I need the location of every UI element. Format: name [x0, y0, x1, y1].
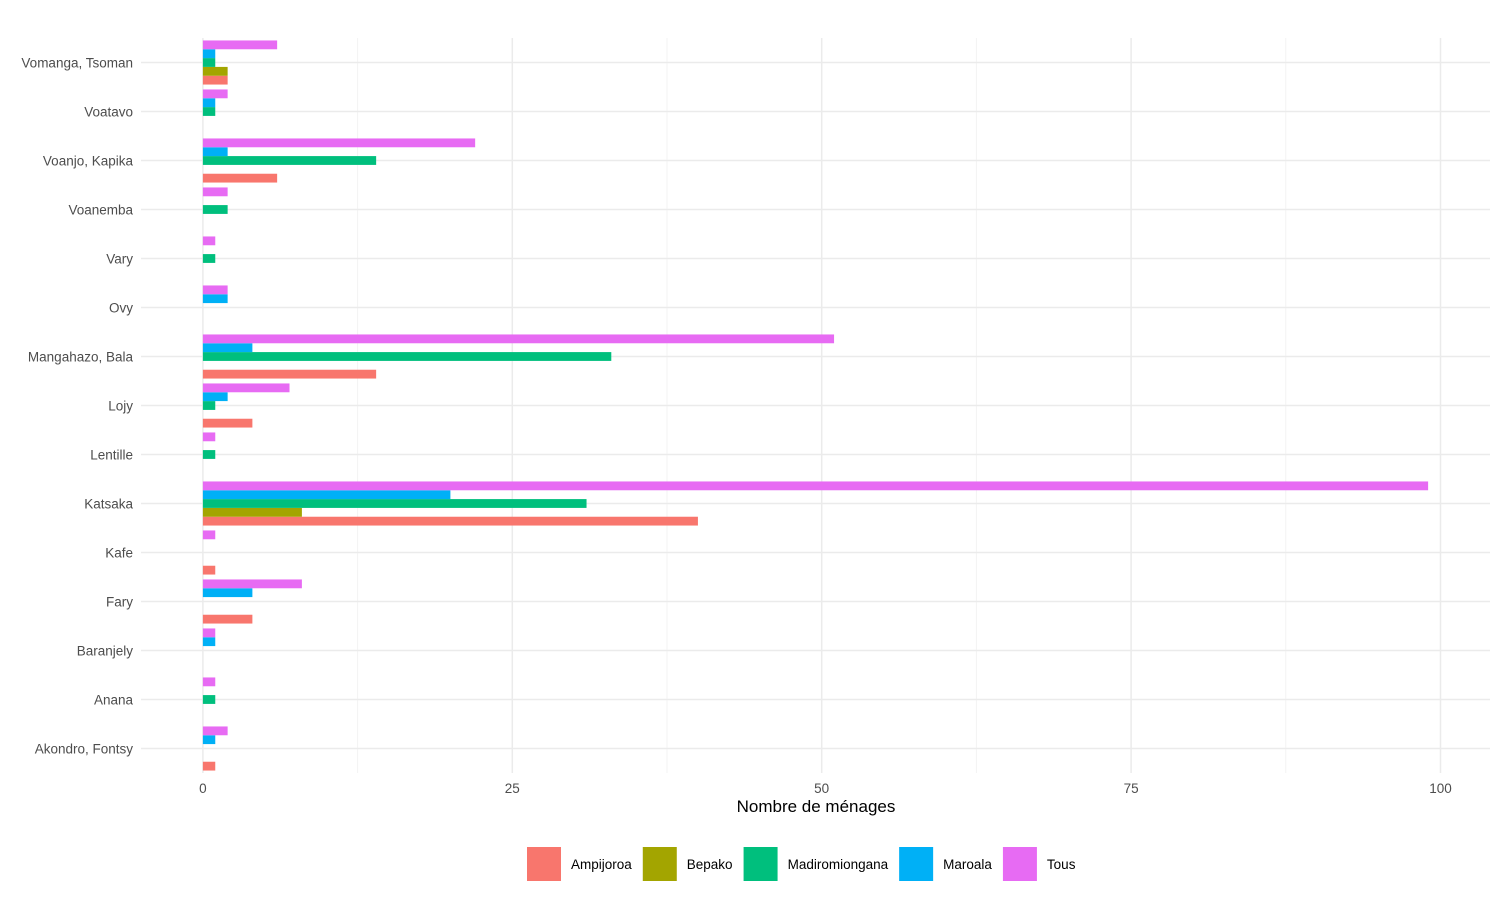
bar-ampijoroa [202, 516, 698, 526]
grid [141, 38, 1490, 773]
bar-tous [202, 530, 216, 540]
y-tick-label: Lojy [108, 399, 133, 414]
x-tick-label: 0 [199, 781, 207, 796]
y-tick-label: Vary [106, 252, 133, 267]
bar-tous [202, 334, 835, 344]
bar-tous [202, 138, 476, 148]
bar-tous [202, 40, 278, 50]
bar-ampijoroa [202, 761, 216, 771]
legend-item: Ampijoroa [527, 847, 632, 881]
bar-madiromiongana [202, 401, 216, 410]
bar-maroala [202, 49, 216, 59]
bar-madiromiongana [202, 695, 216, 704]
bar-madiromiongana [202, 450, 216, 459]
y-tick-label: Ovy [109, 301, 133, 316]
bar-maroala [202, 294, 228, 304]
legend-label: Madiromiongana [788, 857, 889, 872]
bar-maroala [202, 490, 451, 500]
y-tick-label: Baranjely [77, 644, 134, 659]
bars [202, 40, 1429, 771]
y-tick-label: Akondro, Fontsy [35, 742, 134, 757]
bar-maroala [202, 392, 228, 402]
x-axis-ticks: 0 25 50 75 100 [199, 781, 1452, 796]
bar-ampijoroa [202, 173, 278, 183]
bar-ampijoroa [202, 418, 253, 428]
bar-ampijoroa [202, 369, 377, 379]
legend-item: Maroala [899, 847, 992, 881]
y-tick-label: Kafe [105, 546, 133, 561]
bar-madiromiongana [202, 58, 216, 67]
legend-item: Madiromiongana [743, 847, 889, 881]
legend: Ampijoroa Bepako Madiromiongana Maroala Tous [527, 847, 1076, 881]
bar-tous [202, 432, 216, 442]
legend-label: Bepako [687, 857, 733, 872]
bar-maroala [202, 343, 253, 353]
bar-madiromiongana [202, 352, 612, 361]
bar-tous [202, 677, 216, 687]
bar-ampijoroa [202, 75, 228, 85]
legend-key [1002, 847, 1037, 881]
legend-item: Bepako [642, 847, 733, 881]
y-tick-label: Anana [94, 693, 134, 708]
y-tick-label: Voatavo [84, 105, 133, 120]
bar-tous [202, 481, 1429, 491]
legend-label: Ampijoroa [571, 857, 632, 872]
legend-key [743, 847, 778, 881]
y-tick-label: Voanjo, Kapika [43, 154, 134, 169]
bar-ampijoroa [202, 565, 216, 575]
bar-tous [202, 187, 228, 197]
bar-madiromiongana [202, 107, 216, 116]
legend-item: Tous [1002, 847, 1076, 881]
x-tick-label: 50 [814, 781, 829, 796]
bar-ampijoroa [202, 614, 253, 624]
x-axis-label: Nombre de ménages [737, 797, 896, 816]
x-tick-label: 25 [505, 781, 520, 796]
legend-key [899, 847, 934, 881]
y-tick-label: Lentille [90, 448, 133, 463]
bar-madiromiongana [202, 205, 228, 214]
legend-label: Maroala [943, 857, 992, 872]
bar-maroala [202, 98, 216, 108]
legend-key [642, 847, 677, 881]
y-tick-label: Voanemba [68, 203, 133, 218]
bar-tous [202, 628, 216, 638]
legend-key [527, 847, 561, 881]
y-tick-label: Mangahazo, Bala [28, 350, 134, 365]
bar-bepako [202, 507, 302, 517]
y-axis-ticks: Akondro, Fontsy Anana Baranjely Fary Kafe Kat… [21, 56, 133, 757]
x-tick-label: 100 [1429, 781, 1452, 796]
bar-maroala [202, 147, 228, 157]
y-tick-label: Vomanga, Tsoman [21, 56, 133, 71]
legend-label: Tous [1047, 857, 1076, 872]
bar-tous [202, 579, 302, 589]
bar-maroala [202, 637, 216, 647]
y-tick-label: Fary [106, 595, 133, 610]
bar-madiromiongana [202, 156, 377, 165]
bar-tous [202, 726, 228, 736]
bar-tous [202, 383, 290, 393]
bar-bepako [202, 66, 228, 76]
bar-madiromiongana [202, 499, 587, 508]
bar-tous [202, 236, 216, 246]
x-tick-label: 75 [1124, 781, 1139, 796]
bar-tous [202, 89, 228, 99]
bar-madiromiongana [202, 254, 216, 263]
bar-maroala [202, 735, 216, 745]
bar-maroala [202, 588, 253, 598]
bar-tous [202, 285, 228, 295]
y-tick-label: Katsaka [84, 497, 133, 512]
